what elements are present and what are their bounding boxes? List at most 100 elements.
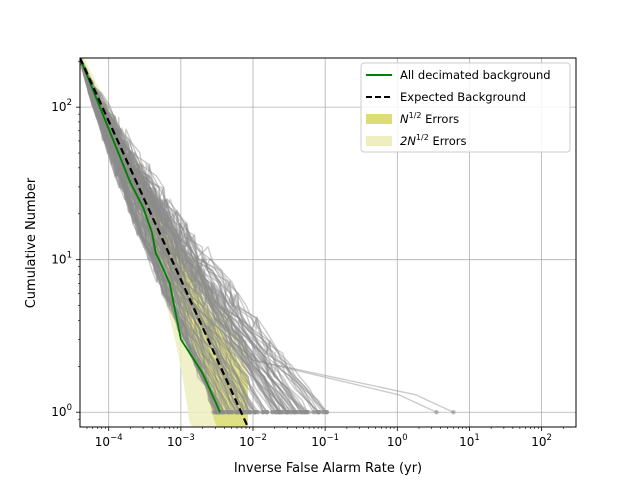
trial-curve (80, 58, 217, 413)
trial-curve (80, 58, 224, 413)
trial-curve (80, 58, 288, 413)
trial-curve (80, 58, 288, 413)
expected-background-line (80, 58, 249, 427)
trial-curve (80, 58, 222, 413)
trial-curve (80, 58, 221, 413)
trial-curve (80, 58, 320, 413)
trial-curve (80, 58, 279, 413)
legend-swatch-patch (366, 114, 392, 124)
trial-curve (80, 58, 289, 413)
trial-endpoint (304, 410, 309, 415)
trial-curve (80, 58, 302, 413)
trial-endpoint (320, 410, 325, 415)
trial-curve (80, 58, 256, 413)
trial-curve (80, 58, 244, 413)
legend-label: All decimated background (400, 68, 551, 82)
trial-curve (80, 58, 305, 413)
trial-curve (80, 58, 287, 413)
background-trials (80, 58, 456, 415)
x-tick-label: 10−2 (239, 433, 267, 449)
trial-curve (80, 58, 295, 413)
y-tick-label: 100 (51, 403, 72, 419)
trial-curve (80, 58, 223, 413)
trial-curve (80, 58, 291, 413)
trial-endpoint (288, 410, 293, 415)
trial-curve (80, 58, 307, 413)
trial-endpoint (316, 410, 322, 415)
trial-curve (80, 58, 221, 413)
trial-endpoint (260, 410, 266, 415)
trial-endpoint (323, 410, 329, 415)
trial-curve (80, 58, 280, 413)
trial-endpoint (254, 410, 259, 415)
trial-curve (80, 58, 219, 413)
trial-curve (80, 58, 251, 413)
trial-curve (80, 58, 224, 413)
x-tick-label: 102 (531, 433, 552, 449)
trial-curve (80, 58, 308, 413)
trial-curve (80, 58, 273, 413)
legend-frame (360, 62, 571, 153)
trial-curve (80, 58, 230, 413)
trial-curve (80, 58, 268, 413)
trial-curve (80, 58, 282, 413)
trial-curve (80, 58, 269, 413)
trial-curve (80, 58, 218, 413)
trial-curve (80, 58, 246, 413)
trial-curve (80, 58, 296, 413)
trial-curve (80, 58, 232, 413)
trial-curve (80, 58, 220, 413)
trial-curve (80, 58, 277, 413)
trial-curve (80, 58, 243, 413)
trial-endpoint (220, 410, 225, 415)
legend: All decimated background Expected Backgro… (360, 62, 571, 153)
trial-curve (80, 58, 307, 413)
trial-curve (80, 58, 225, 413)
trial-curve (80, 58, 324, 413)
x-axis-label: Inverse False Alarm Rate (yr) (234, 461, 422, 476)
trial-curve (80, 58, 314, 413)
trial-curve (80, 58, 288, 413)
trial-curve-outlier (142, 191, 437, 413)
trial-curve (80, 58, 316, 413)
trial-curve (80, 58, 218, 413)
trial-endpoint (451, 410, 456, 415)
trial-curve (80, 58, 237, 413)
trial-curve (80, 58, 278, 413)
trial-endpoint (227, 410, 232, 415)
trial-curve (80, 58, 215, 413)
trial-endpoint (278, 410, 283, 415)
trial-curve (80, 58, 293, 413)
trial-curve (80, 58, 294, 413)
trial-curve (80, 58, 301, 413)
trial-curve (80, 58, 303, 413)
trial-endpoint (434, 410, 439, 415)
legend-label: 2N1/2 Errors (400, 133, 466, 148)
y-axis-label: Cumulative Number (24, 177, 39, 308)
y-tick-label: 102 (51, 98, 72, 114)
trial-curve (80, 58, 310, 413)
x-tick-label: 10−4 (95, 433, 123, 449)
legend-swatch-patch (366, 136, 392, 146)
trial-endpoint (292, 410, 297, 415)
all-decimated-background-line (80, 58, 221, 413)
x-tick-label: 101 (459, 433, 480, 449)
legend-label: Expected Background (400, 90, 526, 104)
plot-area-frame (79, 57, 577, 428)
x-tick-label: 10−1 (311, 433, 339, 449)
trial-curve (80, 58, 307, 413)
trial-curve (80, 58, 292, 413)
trial-curve (80, 58, 250, 413)
trial-curve (80, 58, 299, 413)
trial-endpoint (270, 410, 275, 415)
trial-curve-outlier (142, 191, 454, 413)
y-tick-label: 101 (51, 251, 72, 267)
trial-curve (80, 58, 222, 413)
trial-curve (80, 58, 217, 413)
trial-curve (80, 58, 248, 413)
trial-curve (80, 58, 318, 413)
trial-curve (80, 58, 328, 413)
trial-curve (80, 58, 325, 413)
trial-curve (80, 58, 256, 413)
trial-endpoint (234, 410, 240, 415)
